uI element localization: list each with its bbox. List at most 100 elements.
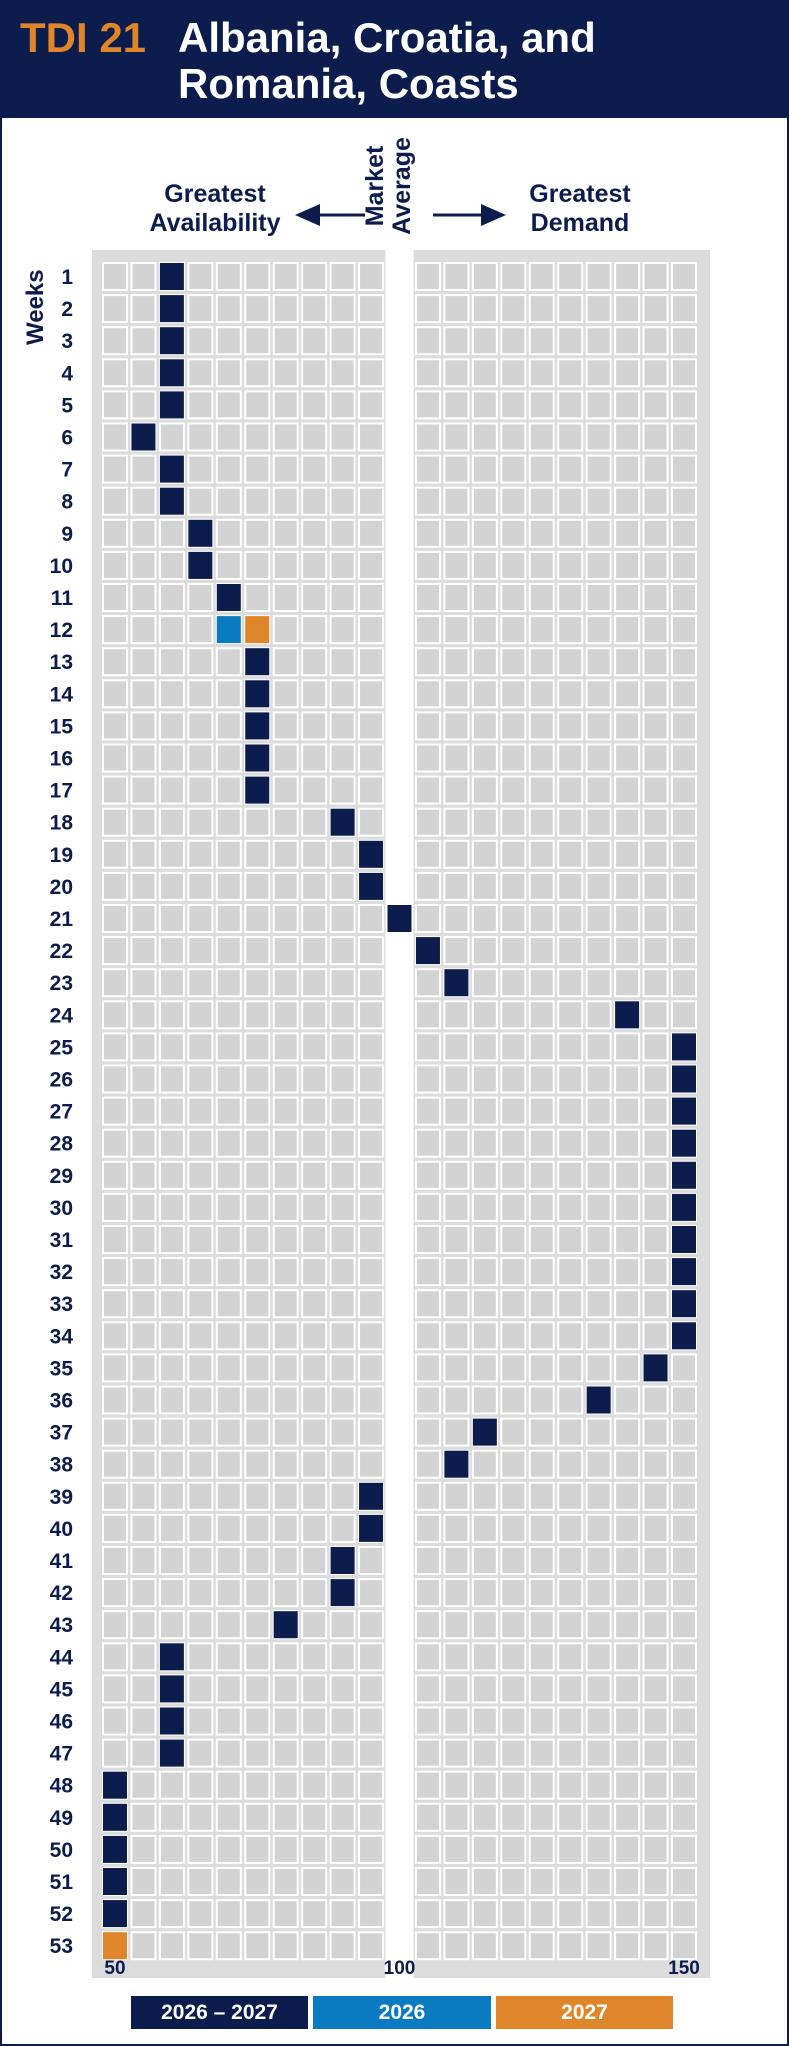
grid-cell: [158, 1064, 185, 1094]
grid-cell: [187, 615, 214, 645]
grid-cell: [500, 1738, 527, 1768]
grid-cell: [215, 1899, 242, 1929]
data-mark: [359, 872, 384, 900]
grid-cell: [215, 1289, 242, 1319]
tdi-label: TDI 21: [20, 14, 147, 61]
grid-cell: [471, 422, 498, 452]
grid-cell: [130, 647, 157, 677]
data-mark: [159, 263, 184, 290]
grid-cell: [500, 968, 527, 998]
data-mark: [103, 1900, 127, 1928]
grid-cell: [614, 294, 641, 324]
grid-cell: [272, 775, 299, 805]
grid-cell: [215, 1834, 242, 1864]
grid-cell: [443, 1674, 470, 1704]
grid-cell: [557, 1770, 584, 1800]
grid-cell: [471, 1899, 498, 1929]
grid-cell: [500, 1225, 527, 1254]
grid-cell: [187, 1642, 214, 1672]
grid-cell: [187, 1706, 214, 1736]
grid-cell: [500, 1867, 527, 1896]
week-label: 33: [50, 1293, 73, 1316]
grid-cell: [414, 1032, 441, 1062]
grid-cell: [301, 711, 328, 741]
grid-cell: [528, 294, 555, 324]
grid-cell: [329, 871, 356, 901]
grid-cell: [187, 1513, 214, 1543]
grid-cell: [671, 936, 697, 966]
grid-cell: [358, 583, 385, 612]
grid-cell: [642, 1899, 669, 1929]
grid-cell: [557, 454, 584, 484]
week-label: 10: [50, 555, 73, 578]
grid-cell: [528, 1353, 555, 1383]
grid-cell: [528, 390, 555, 420]
grid-cell: [130, 1642, 157, 1672]
grid-cell: [329, 326, 356, 356]
data-mark: [472, 1418, 497, 1446]
grid-cell: [215, 390, 242, 420]
grid-cell: [642, 968, 669, 998]
grid-cell: [301, 775, 328, 805]
grid-cell: [187, 1385, 214, 1415]
grid-cell: [585, 1064, 612, 1094]
grid-cell: [158, 1096, 185, 1126]
grid-cell: [414, 615, 441, 645]
grid-cell: [187, 1867, 214, 1896]
data-mark: [672, 1258, 696, 1286]
grid-cell: [500, 1674, 527, 1704]
grid-cell: [358, 647, 385, 677]
grid-cell: [358, 486, 385, 516]
grid-cell: [272, 1225, 299, 1254]
grid-cell: [443, 1546, 470, 1575]
grid-cell: [614, 1385, 641, 1415]
grid-cell: [272, 679, 299, 709]
grid-cell: [642, 1385, 669, 1415]
grid-cell: [671, 1867, 697, 1896]
grid-cell: [471, 1289, 498, 1319]
grid-cell: [471, 326, 498, 356]
grid-cell: [414, 1096, 441, 1126]
grid-cell: [443, 1513, 470, 1543]
grid-cell: [585, 326, 612, 356]
grid-cell: [329, 775, 356, 805]
grid-cell: [301, 936, 328, 966]
grid-cell: [130, 1321, 157, 1351]
grid-cell: [557, 679, 584, 709]
grid-cell: [471, 615, 498, 645]
grid-cell: [187, 294, 214, 324]
grid-cell: [272, 583, 299, 612]
grid-cell: [358, 358, 385, 388]
grid-cell: [528, 1257, 555, 1287]
grid-cell: [358, 1610, 385, 1640]
grid-cell: [471, 1353, 498, 1383]
grid-cell: [614, 1128, 641, 1158]
grid-cell: [471, 1257, 498, 1287]
grid-cell: [528, 1096, 555, 1126]
grid-cell: [528, 647, 555, 677]
grid-cell: [443, 1834, 470, 1864]
grid-cell: [215, 454, 242, 484]
grid-cell: [187, 679, 214, 709]
grid-cell: [301, 1642, 328, 1672]
week-label: 12: [50, 619, 73, 642]
grid-cell: [585, 1032, 612, 1062]
grid-cell: [500, 390, 527, 420]
grid-cell: [187, 262, 214, 291]
grid-cell: [414, 358, 441, 388]
grid-cell: [244, 1449, 271, 1479]
grid-cell: [301, 1513, 328, 1543]
grid-cell: [671, 390, 697, 420]
grid-cell: [614, 807, 641, 837]
grid-cell: [102, 775, 128, 805]
grid-cell: [130, 904, 157, 933]
grid-cell: [301, 1032, 328, 1062]
grid-cell: [215, 1513, 242, 1543]
grid-cell: [244, 1513, 271, 1543]
grid-cell: [272, 1706, 299, 1736]
grid-cell: [414, 1385, 441, 1415]
grid-cell: [329, 1481, 356, 1511]
grid-cell: [557, 1674, 584, 1704]
grid-cell: [642, 711, 669, 741]
grid-cell: [557, 1931, 584, 1961]
